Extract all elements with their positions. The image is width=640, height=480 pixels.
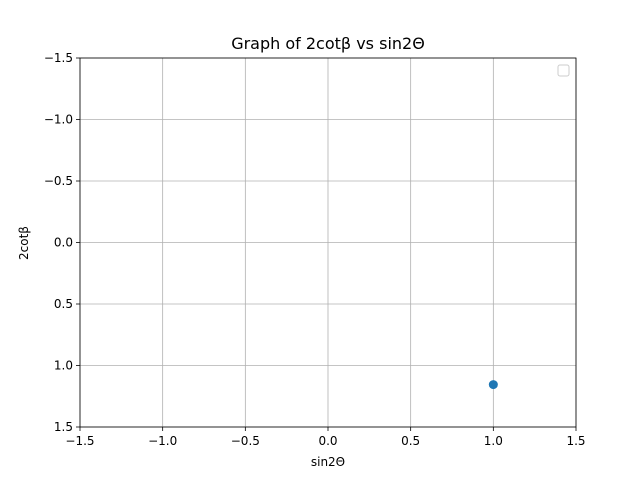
x-tick-label: −0.5: [231, 434, 260, 448]
data-point: [488, 380, 498, 390]
legend: [557, 64, 570, 77]
x-tick-label: −1.0: [148, 434, 177, 448]
y-tick-label: 0.0: [54, 236, 73, 250]
y-tick-label: −0.5: [44, 174, 73, 188]
plot-frame: [79, 57, 577, 428]
x-tick-label: 0.0: [318, 434, 337, 448]
x-tick-label: 0.5: [401, 434, 420, 448]
data-points: [488, 380, 498, 390]
y-tick-label: −1.0: [44, 113, 73, 127]
y-tick-label: 1.0: [54, 359, 73, 373]
x-tick-label: −1.5: [65, 434, 94, 448]
x-tick-label: 1.0: [484, 434, 503, 448]
x-axis-label: sin2Θ: [311, 455, 345, 469]
chart-title: Graph of 2cotβ vs sin2Θ: [231, 34, 425, 53]
y-tick-label: −1.5: [44, 51, 73, 65]
axis-ticks: −1.5 −1.0 −0.5 0.0 0.5 1.0 1.5−1.5−1.0−0.50.00…: [44, 51, 586, 448]
y-axis-label: 2cotβ: [17, 226, 31, 260]
y-tick-label: 0.5: [54, 297, 73, 311]
y-tick-label: 1.5: [54, 420, 73, 434]
x-tick-label: 1.5: [566, 434, 585, 448]
